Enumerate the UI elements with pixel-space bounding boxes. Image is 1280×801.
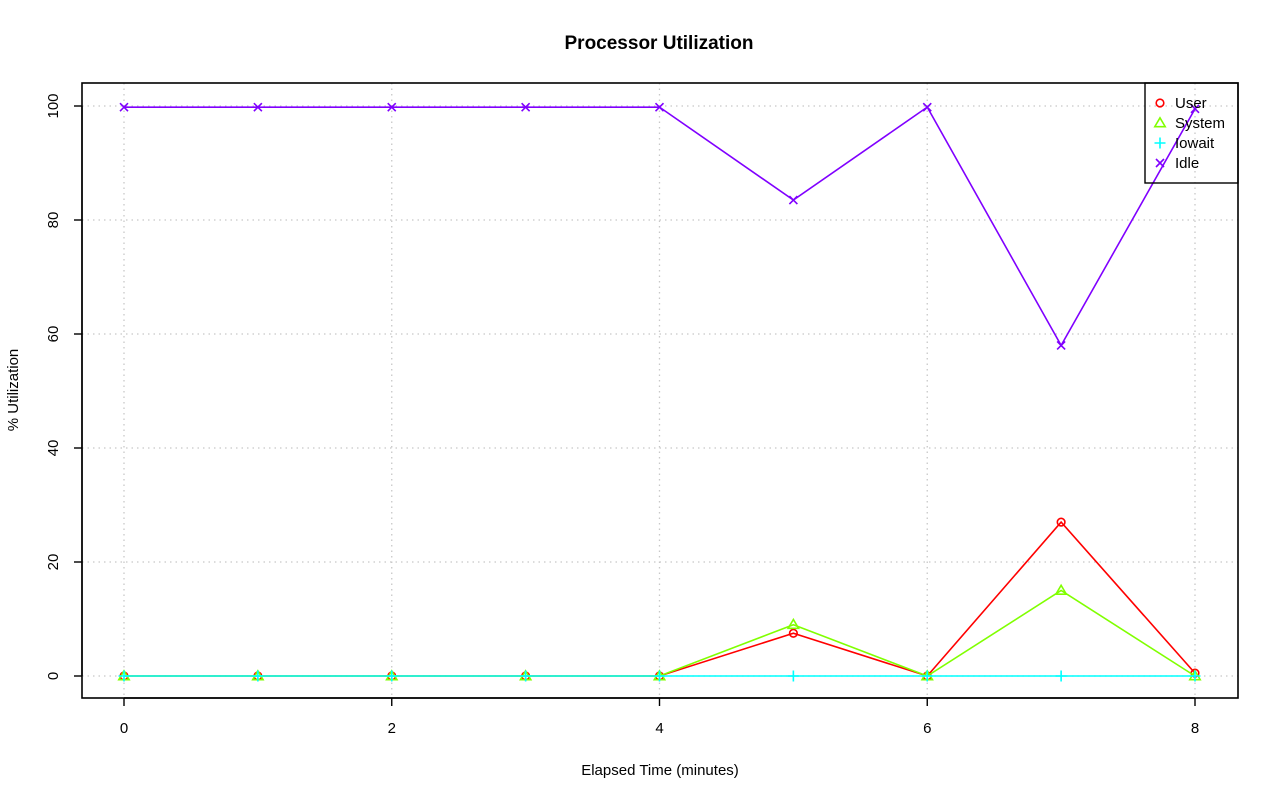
legend-marker-idle [1155,158,1165,168]
legend-item-iowait: Iowait [1154,135,1215,152]
data-point-idle-1 [253,102,263,112]
series-system [117,583,1202,681]
data-point-iowait-6 [921,670,933,682]
legend-label-system: System [1175,115,1225,132]
y-axis: 0 20 40 60 80 100 [45,93,83,680]
legend-label-idle: Idle [1175,155,1199,172]
x-tick-label-8: 8 [1191,720,1199,737]
x-axis-label: Elapsed Time (minutes) [581,762,739,779]
data-point-iowait-0 [118,670,130,682]
legend-item-user: User [1155,95,1207,112]
series-layer [117,102,1202,682]
data-point-iowait-3 [520,670,532,682]
series-idle [119,102,1200,350]
x-tick-label-0: 0 [120,720,128,737]
data-point-idle-2 [387,102,397,112]
data-point-idle-0 [119,102,129,112]
legend-marker-iowait [1154,137,1166,149]
data-point-user-7 [1056,517,1066,527]
y-axis-label: % Utilization [5,349,22,432]
data-point-iowait-1 [252,670,264,682]
legend-item-idle: Idle [1155,155,1199,172]
legend-marker-user [1155,98,1165,108]
data-point-system-7 [1054,583,1068,595]
data-point-iowait-4 [654,670,665,682]
y-tick-label-20: 20 [45,554,62,571]
data-point-idle-4 [654,102,665,112]
data-point-iowait-8 [1189,670,1201,682]
y-tick-label-80: 80 [45,212,62,229]
data-point-user-5 [788,628,798,638]
data-point-idle-5 [788,195,798,205]
legend-item-system: System [1153,115,1225,132]
x-axis: 0 2 4 6 8 [120,697,1199,737]
chart-title: Processor Utilization [565,33,754,54]
data-point-iowait-5 [787,670,799,682]
y-tick-label-100: 100 [45,93,62,118]
series-iowait [118,670,1201,682]
legend-label-iowait: Iowait [1175,135,1215,152]
data-point-idle-3 [521,102,531,112]
y-tick-label-40: 40 [45,440,62,457]
legend: User System Iowait Idle [1144,82,1239,184]
y-tick-label-0: 0 [45,672,62,680]
legend-box [1144,82,1239,184]
data-point-iowait-7 [1055,670,1067,682]
data-point-idle-7 [1056,340,1066,350]
legend-label-user: User [1175,95,1207,112]
data-point-system-5 [786,617,800,630]
x-tick-label-4: 4 [655,720,663,737]
legend-marker-system [1153,116,1167,128]
data-point-idle-6 [922,102,932,112]
y-tick-label-60: 60 [45,326,62,343]
data-point-idle-8 [1190,104,1200,114]
grid [82,83,1238,698]
x-tick-label-6: 6 [923,720,931,737]
data-point-iowait-2 [386,670,398,682]
x-tick-label-2: 2 [388,720,396,737]
